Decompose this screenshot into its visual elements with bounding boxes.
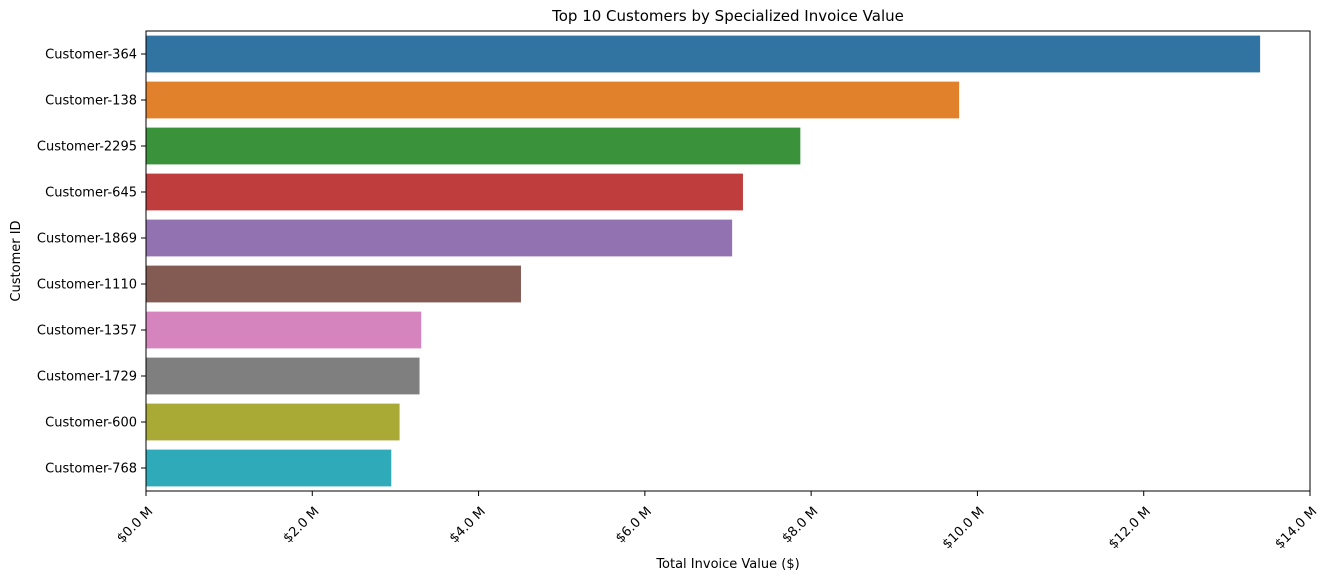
y-tick-label: Customer-1869 <box>37 232 137 247</box>
y-tick-label: Customer-768 <box>45 462 137 477</box>
x-tick-label: $6.0 M <box>613 504 655 546</box>
x-tick-label: $2.0 M <box>281 504 323 546</box>
x-tick-label: $12.0 M <box>1106 504 1154 552</box>
y-axis-ticks: Customer-364 Customer-138 Customer-2295 Cus… <box>37 48 146 477</box>
x-axis-ticks: $0.0 M $2.0 M $4.0 M $6.0 M $8.0 M $10.0 M $12… <box>114 491 1320 552</box>
y-axis-label: Customer ID <box>9 220 24 301</box>
bars-group <box>146 35 1261 487</box>
x-tick-label: $8.0 M <box>779 504 821 546</box>
y-tick-label: Customer-2295 <box>37 140 137 155</box>
x-tick-label: $14.0 M <box>1272 504 1320 552</box>
y-tick-label: Customer-600 <box>45 416 137 431</box>
y-tick-label: Customer-1357 <box>37 324 137 339</box>
y-tick-label: Customer-364 <box>45 48 137 63</box>
x-axis-label: Total Invoice Value ($) <box>655 557 799 572</box>
x-tick-label: $10.0 M <box>940 504 988 552</box>
plot-frame <box>145 30 1311 492</box>
bar-customer-2295 <box>146 127 801 165</box>
x-tick-label: $4.0 M <box>447 504 489 546</box>
bar-customer-600 <box>146 403 400 441</box>
bar-customer-364 <box>146 35 1261 73</box>
bar-customer-138 <box>146 81 960 119</box>
y-tick-label: Customer-1729 <box>37 370 137 385</box>
y-tick-label: Customer-138 <box>45 94 137 109</box>
bar-customer-1357 <box>146 311 422 349</box>
y-tick-label: Customer-645 <box>45 186 137 201</box>
bar-customer-1729 <box>146 357 420 395</box>
chart-title: Top 10 Customers by Specialized Invoice … <box>551 7 904 25</box>
bar-customer-645 <box>146 173 743 211</box>
bar-customer-768 <box>146 449 392 487</box>
bar-customer-1869 <box>146 219 733 257</box>
x-tick-label: $0.0 M <box>114 504 156 546</box>
bar-customer-1110 <box>146 265 521 303</box>
y-tick-label: Customer-1110 <box>37 278 137 293</box>
